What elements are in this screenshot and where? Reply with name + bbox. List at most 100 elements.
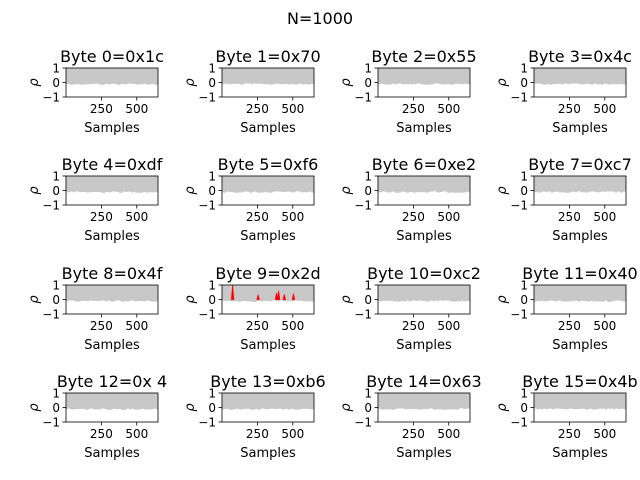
correlation-band bbox=[378, 393, 470, 408]
correlation-band bbox=[534, 285, 626, 300]
subplot-2: −101 250 500 Byte 2=0x55 Samples ρ bbox=[339, 47, 477, 136]
x-axis-label: Samples bbox=[84, 229, 140, 244]
figure-title: N=1000 bbox=[287, 9, 353, 28]
x-tick-label: 250 bbox=[246, 210, 269, 224]
highlight-spike-2 bbox=[274, 292, 279, 300]
y-axis-label: ρ bbox=[495, 186, 510, 195]
y-tick-label: 1 bbox=[52, 62, 60, 76]
correlation-band-edge bbox=[222, 407, 314, 410]
x-tick-label: 500 bbox=[437, 210, 460, 224]
subplot-5: −101 250 500 Byte 5=0xf6 Samples ρ bbox=[183, 155, 318, 244]
subplot-title: Byte 14=0x63 bbox=[366, 372, 481, 391]
y-tick-label: 0 bbox=[208, 293, 216, 307]
correlation-band bbox=[222, 285, 314, 300]
x-axis-label: Samples bbox=[552, 121, 608, 136]
x-tick-label: 250 bbox=[90, 319, 113, 333]
correlation-band-edge bbox=[66, 299, 158, 302]
y-tick-label: 0 bbox=[52, 184, 60, 198]
correlation-band bbox=[66, 285, 158, 300]
subplot-title: Byte 12=0x 4 bbox=[57, 372, 167, 391]
correlation-band-edge bbox=[534, 82, 626, 85]
y-axis-label: ρ bbox=[495, 78, 510, 87]
y-tick-label: 0 bbox=[52, 76, 60, 90]
y-tick-label: −1 bbox=[42, 91, 60, 105]
x-axis-label: Samples bbox=[396, 446, 452, 461]
correlation-band-edge bbox=[222, 82, 314, 85]
highlight-spike-4 bbox=[282, 294, 286, 300]
y-tick-label: 1 bbox=[208, 279, 216, 293]
x-tick-label: 500 bbox=[437, 427, 460, 441]
x-tick-label: 250 bbox=[558, 427, 581, 441]
correlation-band bbox=[222, 176, 314, 191]
y-tick-label: 0 bbox=[364, 184, 372, 198]
subplot-11: −101 250 500 Byte 11=0x40 Samples ρ bbox=[495, 264, 638, 353]
correlation-band-edge bbox=[534, 190, 626, 193]
subplot-title: Byte 0=0x1c bbox=[60, 47, 164, 66]
x-tick-label: 500 bbox=[125, 102, 148, 116]
x-tick-label: 250 bbox=[402, 102, 425, 116]
y-axis-label: ρ bbox=[27, 403, 42, 412]
y-tick-label: 0 bbox=[208, 401, 216, 415]
subplot-title: Byte 7=0xc7 bbox=[528, 155, 632, 174]
x-axis-label: Samples bbox=[84, 121, 140, 136]
y-tick-label: 1 bbox=[520, 279, 528, 293]
x-tick-label: 250 bbox=[558, 319, 581, 333]
correlation-band-edge bbox=[534, 407, 626, 410]
subplot-title: Byte 13=0xb6 bbox=[210, 372, 325, 391]
correlation-band-edge bbox=[222, 299, 314, 302]
y-tick-label: 1 bbox=[208, 387, 216, 401]
x-axis-label: Samples bbox=[552, 446, 608, 461]
subplot-13: −101 250 500 Byte 13=0xb6 Samples ρ bbox=[183, 372, 326, 461]
x-tick-label: 250 bbox=[246, 427, 269, 441]
subplot-1: −101 250 500 Byte 1=0x70 Samples ρ bbox=[183, 47, 321, 136]
y-tick-label: −1 bbox=[42, 199, 60, 213]
x-tick-label: 500 bbox=[281, 427, 304, 441]
correlation-band bbox=[534, 393, 626, 408]
correlation-band bbox=[534, 68, 626, 83]
highlight-spike-1 bbox=[256, 293, 260, 300]
x-axis-label: Samples bbox=[396, 338, 452, 353]
highlight-spike-5 bbox=[291, 293, 296, 300]
y-tick-label: 1 bbox=[364, 387, 372, 401]
y-tick-label: −1 bbox=[510, 416, 528, 430]
y-tick-label: −1 bbox=[198, 91, 216, 105]
correlation-band bbox=[66, 68, 158, 83]
x-tick-label: 250 bbox=[558, 102, 581, 116]
y-tick-label: 1 bbox=[52, 387, 60, 401]
y-tick-label: 0 bbox=[208, 76, 216, 90]
x-tick-label: 250 bbox=[90, 427, 113, 441]
y-tick-label: 1 bbox=[208, 170, 216, 184]
x-axis-label: Samples bbox=[240, 229, 296, 244]
y-tick-label: 0 bbox=[364, 76, 372, 90]
subplot-title: Byte 9=0x2d bbox=[215, 264, 320, 283]
correlation-band-edge bbox=[378, 190, 470, 193]
y-tick-label: −1 bbox=[510, 199, 528, 213]
x-axis-label: Samples bbox=[240, 121, 296, 136]
y-axis-label: ρ bbox=[339, 186, 354, 195]
y-tick-label: 1 bbox=[364, 170, 372, 184]
x-tick-label: 500 bbox=[593, 210, 616, 224]
y-tick-label: −1 bbox=[354, 91, 372, 105]
correlation-band-edge bbox=[378, 82, 470, 85]
subplot-15: −101 250 500 Byte 15=0x4b Samples ρ bbox=[495, 372, 638, 461]
subplot-title: Byte 5=0xf6 bbox=[218, 155, 319, 174]
highlight-spike-0 bbox=[230, 284, 235, 300]
x-tick-label: 500 bbox=[593, 319, 616, 333]
correlation-band-edge bbox=[534, 299, 626, 302]
x-tick-label: 500 bbox=[125, 319, 148, 333]
x-axis-label: Samples bbox=[84, 338, 140, 353]
x-axis-label: Samples bbox=[552, 338, 608, 353]
y-tick-label: −1 bbox=[510, 308, 528, 322]
correlation-band-edge bbox=[66, 407, 158, 410]
y-tick-label: 1 bbox=[520, 62, 528, 76]
y-tick-label: 0 bbox=[52, 401, 60, 415]
y-tick-label: 0 bbox=[520, 184, 528, 198]
subplot-12: −101 250 500 Byte 12=0x 4 Samples ρ bbox=[27, 372, 167, 461]
x-axis-label: Samples bbox=[240, 338, 296, 353]
subplot-6: −101 250 500 Byte 6=0xe2 Samples ρ bbox=[339, 155, 476, 244]
subplot-14: −101 250 500 Byte 14=0x63 Samples ρ bbox=[339, 372, 482, 461]
correlation-band-edge bbox=[222, 190, 314, 193]
x-tick-label: 500 bbox=[437, 319, 460, 333]
y-tick-label: 1 bbox=[364, 62, 372, 76]
subplot-10: −101 250 500 Byte 10=0xc2 Samples ρ bbox=[339, 264, 481, 353]
